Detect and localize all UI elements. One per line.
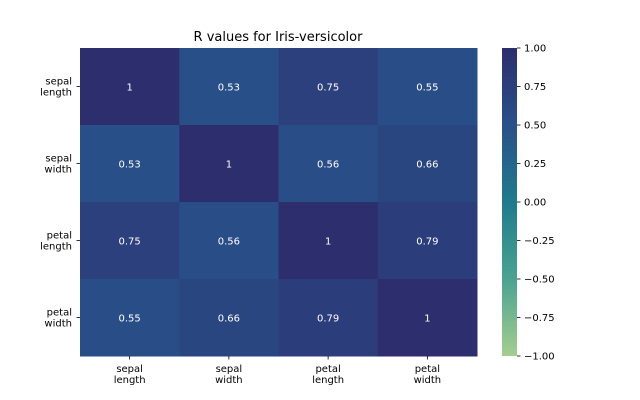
heatmap-cell xyxy=(377,125,478,203)
cell-value-label: 0.55 xyxy=(118,314,140,325)
chart-title: R values for Iris-versicolor xyxy=(194,30,364,45)
x-tick-label-line: width xyxy=(414,375,442,386)
heatmap-cell xyxy=(278,279,379,357)
y-tick-label-line: length xyxy=(40,242,72,253)
colorbar-tick-label: 0.00 xyxy=(524,198,546,209)
colorbar-tick-label: −1.00 xyxy=(524,352,555,363)
cell-value-label: 0.53 xyxy=(118,160,140,171)
cell-value-label: 0.66 xyxy=(416,160,438,171)
cell-value-label: 1 xyxy=(424,314,430,325)
x-tick-label-line: width xyxy=(215,375,243,386)
x-tick-label: petal width xyxy=(414,364,442,386)
heatmap-cell xyxy=(278,202,379,280)
cell-value-label: 1 xyxy=(226,160,232,171)
x-tick-label: sepal width xyxy=(215,364,243,386)
cell-value-label: 1 xyxy=(325,237,331,248)
colorbar-tick-label: 0.25 xyxy=(524,159,546,170)
cell-value-label: 0.79 xyxy=(317,314,339,325)
colorbar-gradient xyxy=(502,48,517,356)
heatmap-cell xyxy=(278,125,379,203)
colorbar: 1.00 0.75 0.50 0.25 0.00 −0.25 −0.50 −0.75 −1.00 xyxy=(502,44,555,363)
heatmap-cell xyxy=(179,48,279,126)
x-tick-label-line: sepal xyxy=(216,364,243,375)
cell-value-label: 0.75 xyxy=(317,83,339,94)
colorbar-tick-label: 0.75 xyxy=(524,82,546,93)
heatmap-cell xyxy=(278,48,379,126)
heatmap-cells xyxy=(80,48,478,357)
cell-value-label: 0.75 xyxy=(118,237,140,248)
heatmap-cell xyxy=(377,202,478,280)
x-tick-label-line: sepal xyxy=(116,364,143,375)
cell-value-label: 0.53 xyxy=(218,83,240,94)
y-tick-label-line: petal xyxy=(47,308,72,319)
colorbar-tick-label: 0.50 xyxy=(524,121,546,132)
cell-value-label: 0.66 xyxy=(218,314,240,325)
cell-value-label: 0.79 xyxy=(416,237,438,248)
heatmap-cell xyxy=(80,202,180,280)
colorbar-ticks: 1.00 0.75 0.50 0.25 0.00 −0.25 −0.50 −0.75 −1.00 xyxy=(517,44,555,363)
heatmap-cell xyxy=(80,125,180,203)
x-tick-label-line: length xyxy=(312,375,344,386)
y-tick-label: sepal width xyxy=(44,154,72,176)
colorbar-tick-label: −0.75 xyxy=(524,313,555,324)
cell-value-label: 0.56 xyxy=(317,160,339,171)
x-tick-label: sepal length xyxy=(114,364,146,386)
y-tick-label: petal width xyxy=(44,308,72,330)
cell-value-labels: 1 0.53 0.75 0.55 0.53 1 0.56 0.66 0.75 0.56 1 0.79 0… xyxy=(118,83,438,325)
y-tick-label: sepal length xyxy=(40,77,72,99)
x-tick-label-line: length xyxy=(114,375,146,386)
heatmap-cell xyxy=(80,48,180,126)
colorbar-tick-label: −0.25 xyxy=(524,236,555,247)
cell-value-label: 0.56 xyxy=(218,237,240,248)
cell-value-label: 0.55 xyxy=(416,83,438,94)
y-tick-label-line: width xyxy=(44,165,72,176)
y-tick-label: petal length xyxy=(40,231,72,253)
heatmap-cell xyxy=(377,48,478,126)
y-tick-label-line: sepal xyxy=(45,77,72,88)
heatmap-cell xyxy=(179,279,279,357)
y-tick-label-line: petal xyxy=(47,231,72,242)
heatmap-cell xyxy=(179,202,279,280)
y-tick-label-line: length xyxy=(40,88,72,99)
x-tick-label: petal length xyxy=(312,364,344,386)
cell-value-label: 1 xyxy=(126,83,132,94)
x-tick-label-line: petal xyxy=(415,364,440,375)
heatmap-cell xyxy=(377,279,478,357)
x-tick-label-line: petal xyxy=(315,364,340,375)
y-tick-label-line: sepal xyxy=(45,154,72,165)
heatmap-cell xyxy=(179,125,279,203)
colorbar-tick-label: 1.00 xyxy=(524,44,546,55)
y-tick-label-line: width xyxy=(44,319,72,330)
heatmap-cell xyxy=(80,279,180,357)
colorbar-tick-label: −0.50 xyxy=(524,275,555,286)
